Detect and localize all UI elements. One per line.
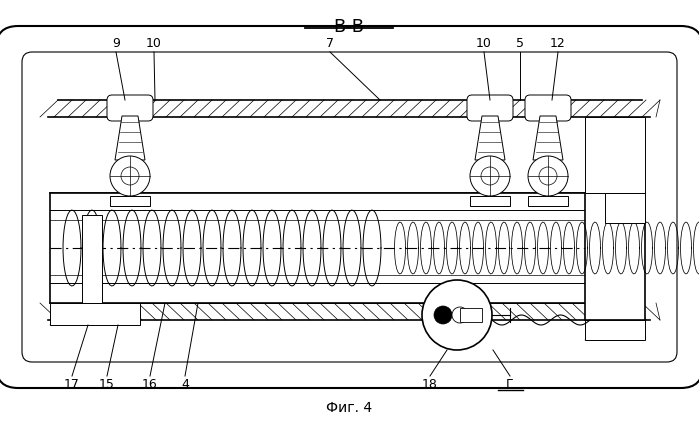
Circle shape xyxy=(452,307,468,323)
Bar xyxy=(605,193,645,223)
Bar xyxy=(585,193,645,320)
Circle shape xyxy=(481,167,499,185)
FancyBboxPatch shape xyxy=(525,95,571,121)
Bar xyxy=(50,303,140,325)
Text: 9: 9 xyxy=(112,37,120,50)
Bar xyxy=(82,215,102,303)
Bar xyxy=(110,196,150,206)
Polygon shape xyxy=(533,116,563,160)
Bar xyxy=(528,196,568,206)
Bar xyxy=(585,117,645,193)
Circle shape xyxy=(528,156,568,196)
Bar xyxy=(470,196,510,206)
Circle shape xyxy=(121,167,139,185)
Text: 15: 15 xyxy=(99,378,115,391)
Circle shape xyxy=(434,306,452,324)
Text: Фиг. 4: Фиг. 4 xyxy=(326,401,372,415)
Text: В-В: В-В xyxy=(333,18,364,36)
Text: 10: 10 xyxy=(146,37,162,50)
Text: 17: 17 xyxy=(64,378,80,391)
Text: 5: 5 xyxy=(516,37,524,50)
Text: 4: 4 xyxy=(181,378,189,391)
Bar xyxy=(585,320,645,340)
Text: 12: 12 xyxy=(550,37,566,50)
Text: 10: 10 xyxy=(476,37,492,50)
Polygon shape xyxy=(475,116,505,160)
Text: 16: 16 xyxy=(142,378,158,391)
Bar xyxy=(50,193,590,303)
Circle shape xyxy=(470,156,510,196)
FancyBboxPatch shape xyxy=(0,26,699,388)
Text: Г: Г xyxy=(506,378,514,391)
Text: 18: 18 xyxy=(422,378,438,391)
FancyBboxPatch shape xyxy=(107,95,153,121)
Polygon shape xyxy=(115,116,145,160)
FancyBboxPatch shape xyxy=(467,95,513,121)
Circle shape xyxy=(110,156,150,196)
Text: 7: 7 xyxy=(326,37,334,50)
Circle shape xyxy=(422,280,492,350)
Bar xyxy=(460,308,482,322)
Circle shape xyxy=(539,167,557,185)
